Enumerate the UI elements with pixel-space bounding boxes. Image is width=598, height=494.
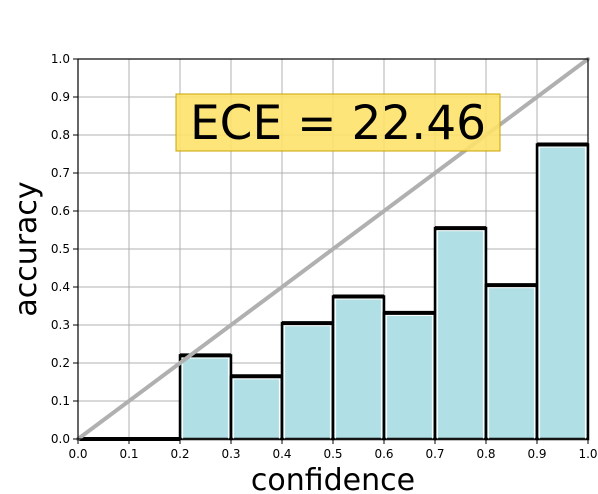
y-tick-label: 0.3 — [51, 318, 70, 332]
x-tick-label: 0.0 — [68, 447, 87, 461]
x-tick-label: 0.4 — [272, 447, 291, 461]
y-ticks: 0.0 0.1 0.2 0.3 0.4 0.5 0.6 0.7 0.8 0.9 1.0 — [51, 52, 78, 446]
ece-annotation: ECE = 22.46 — [175, 93, 501, 152]
y-tick-label: 0.1 — [51, 394, 70, 408]
x-tick-label: 0.6 — [374, 447, 393, 461]
bar — [229, 375, 284, 441]
x-ticks: 0.0 0.1 0.2 0.3 0.4 0.5 0.6 0.7 0.8 0.9 1.0 — [68, 439, 598, 461]
y-tick-label: 0.7 — [51, 166, 70, 180]
bar — [280, 321, 335, 441]
x-tick-label: 0.1 — [119, 447, 138, 461]
ece-annotation-text: ECE = 22.46 — [190, 96, 486, 151]
y-tick-label: 0.4 — [51, 280, 70, 294]
x-tick-label: 1.0 — [578, 447, 597, 461]
y-tick-label: 0.0 — [51, 432, 70, 446]
x-axis-label: confidence — [251, 463, 415, 494]
perfect-calibration-line — [76, 57, 590, 441]
y-tick-label: 0.8 — [51, 128, 70, 142]
y-tick-label: 0.2 — [51, 356, 70, 370]
y-tick-label: 0.6 — [51, 204, 70, 218]
bar — [331, 295, 386, 441]
bar — [535, 143, 590, 441]
x-tick-label: 0.7 — [425, 447, 444, 461]
y-axis-label: accuracy — [9, 181, 44, 316]
ece-annotation-box — [175, 93, 501, 152]
bar — [178, 354, 233, 441]
y-tick-label: 0.5 — [51, 242, 70, 256]
x-tick-label: 0.3 — [221, 447, 240, 461]
y-tick-label: 0.9 — [51, 90, 70, 104]
x-tick-label: 0.5 — [323, 447, 342, 461]
bar — [433, 226, 488, 441]
bar — [382, 311, 437, 441]
y-tick-label: 1.0 — [51, 52, 70, 66]
x-tick-label: 0.8 — [476, 447, 495, 461]
x-tick-label: 0.9 — [527, 447, 546, 461]
bar — [484, 283, 539, 441]
x-tick-label: 0.2 — [170, 447, 189, 461]
